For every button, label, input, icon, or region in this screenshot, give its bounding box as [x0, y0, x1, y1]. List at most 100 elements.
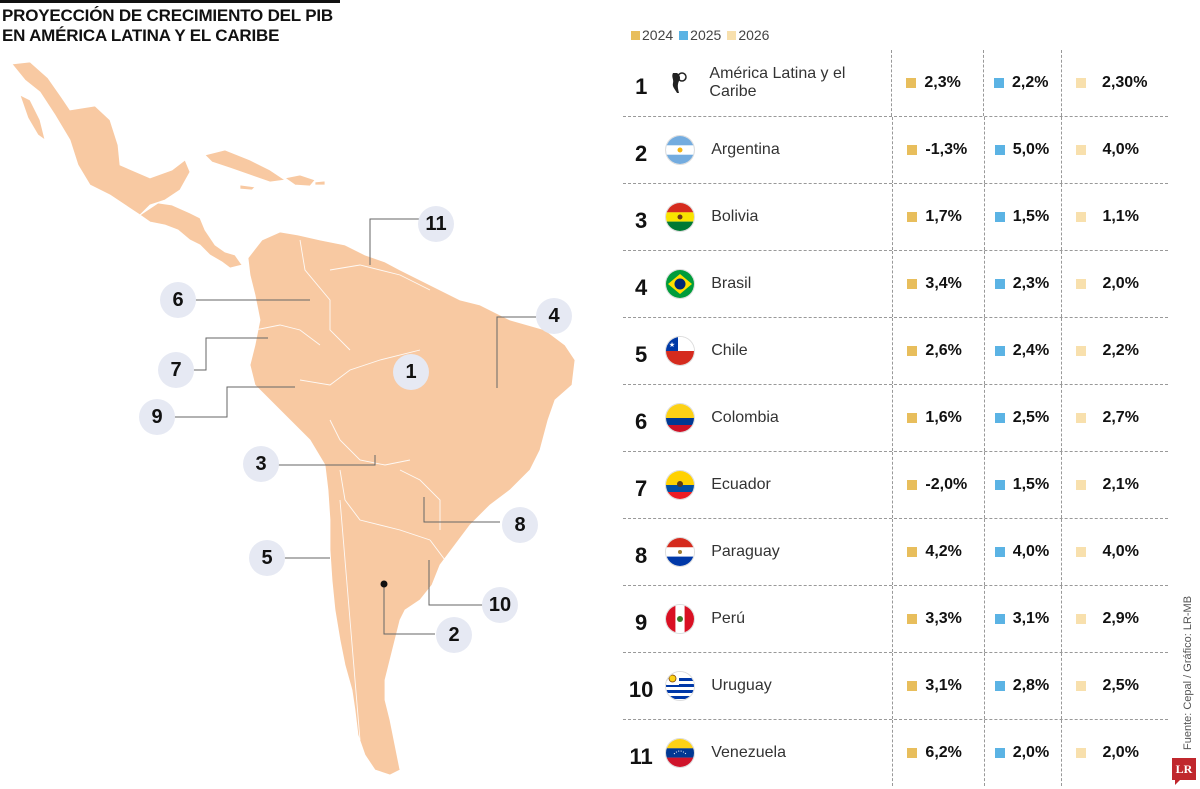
value-text: 2,0% — [1102, 275, 1139, 292]
swatch-2025-icon — [994, 145, 1005, 155]
rank-number: 11 — [629, 744, 653, 769]
value-2024: 2,3% — [891, 50, 983, 116]
country-name: Brasil — [711, 275, 752, 292]
legend-2026: 2026 — [727, 27, 769, 43]
value-text: 2,0% — [1102, 744, 1139, 761]
rank-number: 4 — [634, 275, 648, 300]
value-text: 2,5% — [1012, 409, 1050, 426]
value-2026: 2,7% — [1061, 385, 1168, 451]
value-text: 4,2% — [925, 543, 962, 560]
map-callout-5: 5 — [249, 540, 285, 576]
value-text: 2,30% — [1102, 74, 1148, 91]
value-text: 1,6% — [925, 409, 962, 426]
brasil-flag-icon — [665, 269, 696, 299]
value-2024: 1,7% — [892, 184, 983, 250]
map-callout-8: 8 — [502, 507, 538, 543]
map-callout-7: 7 — [158, 352, 194, 388]
bolivia-flag-icon — [665, 202, 696, 232]
swatch-2025-icon — [994, 614, 1005, 624]
map-callout-9: 9 — [139, 399, 175, 435]
chile-flag-icon: ★ — [665, 336, 696, 366]
value-text: 2,4% — [1012, 342, 1050, 359]
value-2025: 3,1% — [983, 586, 1062, 652]
swatch-2024-icon — [907, 346, 918, 356]
swatch-2026-icon — [1076, 547, 1087, 557]
value-2025: 2,5% — [983, 385, 1062, 451]
swatch-2025-icon — [994, 681, 1005, 691]
swatch-2024-icon — [907, 212, 918, 222]
country-name: Perú — [711, 610, 746, 627]
rank-number: 7 — [634, 476, 648, 501]
value-text: 5,0% — [1012, 141, 1050, 158]
swatch-2024-icon — [907, 748, 918, 758]
swatch-2025-icon — [994, 748, 1005, 758]
swatch-2026-icon — [727, 30, 737, 40]
country-name: Argentina — [711, 141, 780, 158]
value-text: 2,7% — [1102, 409, 1139, 426]
peru-flag-icon — [665, 604, 696, 634]
value-text: 6,2% — [925, 744, 962, 761]
swatch-2026-icon — [1076, 279, 1087, 289]
value-2024: 3,1% — [892, 653, 983, 719]
value-2025: 1,5% — [983, 452, 1062, 518]
map-callout-3: 3 — [243, 446, 279, 482]
value-2026: 2,9% — [1061, 586, 1168, 652]
map-callout-2: 2 — [436, 617, 472, 653]
map-callout-6: 6 — [160, 282, 196, 318]
swatch-2024-icon — [906, 78, 917, 88]
value-2026: 4,0% — [1061, 117, 1168, 183]
swatch-2024-icon — [907, 279, 918, 289]
country-name: Colombia — [711, 409, 779, 426]
country-name: América Latina y el Caribe — [709, 65, 846, 100]
swatch-2026-icon — [1076, 346, 1087, 356]
table-row-brasil: 4 Brasil 3,4% 2,3% 2,0% — [623, 251, 1168, 318]
table-row-uruguay: 10 Uruguay 3,1% 2,8% 2,5% — [623, 653, 1168, 720]
ecuador-flag-icon — [665, 470, 696, 500]
value-text: 1,5% — [1012, 208, 1050, 225]
swatch-2025-icon — [994, 212, 1005, 222]
value-2024: -2,0% — [892, 452, 983, 518]
venezuela-flag-icon — [665, 738, 696, 768]
swatch-2025-icon — [994, 279, 1005, 289]
uruguay-flag-icon — [665, 671, 696, 701]
value-text: 4,0% — [1012, 543, 1050, 560]
swatch-2024-icon — [907, 480, 918, 490]
value-2026: 2,5% — [1061, 653, 1168, 719]
swatch-2024-icon — [907, 413, 918, 423]
legend-2024: 2024 — [631, 27, 673, 43]
value-text: 4,0% — [1102, 141, 1139, 158]
top-rule — [0, 0, 340, 3]
swatch-2025-icon — [679, 30, 689, 40]
colombia-flag-icon — [665, 403, 696, 433]
rank-number: 1 — [635, 74, 648, 99]
svg-text:★: ★ — [669, 341, 675, 349]
value-2025: 2,2% — [983, 50, 1061, 116]
swatch-2025-icon — [994, 547, 1005, 557]
rank-number: 10 — [628, 677, 654, 702]
value-text: -1,3% — [925, 141, 968, 158]
value-text: 2,6% — [925, 342, 962, 359]
value-2024: 4,2% — [892, 519, 983, 585]
table-row-bolivia: 3 Bolivia 1,7% 1,5% 1,1% — [623, 184, 1168, 251]
value-text: 1,5% — [1012, 476, 1050, 493]
value-2025: 1,5% — [983, 184, 1062, 250]
value-text: 2,0% — [1012, 744, 1050, 761]
value-text: 2,2% — [1012, 74, 1049, 91]
value-text: 2,3% — [1012, 275, 1050, 292]
map-callout-1: 1 — [393, 354, 429, 390]
country-name: Venezuela — [711, 744, 786, 761]
map-callout-11: 11 — [418, 206, 454, 242]
value-2024: 1,6% — [892, 385, 983, 451]
table-row-argentina: 2 Argentina -1,3% 5,0% 4,0% — [623, 117, 1168, 184]
value-2025: 4,0% — [983, 519, 1062, 585]
value-text: 3,3% — [925, 610, 962, 627]
swatch-2026-icon — [1076, 212, 1087, 222]
value-text: -2,0% — [925, 476, 968, 493]
country-name: Bolivia — [711, 208, 759, 225]
swatch-2026-icon — [1076, 614, 1087, 624]
value-2026: 2,1% — [1061, 452, 1168, 518]
value-text: 2,3% — [924, 74, 961, 91]
country-name: Paraguay — [711, 543, 780, 560]
value-2026: 2,0% — [1061, 251, 1168, 317]
rank-number: 6 — [634, 409, 648, 434]
